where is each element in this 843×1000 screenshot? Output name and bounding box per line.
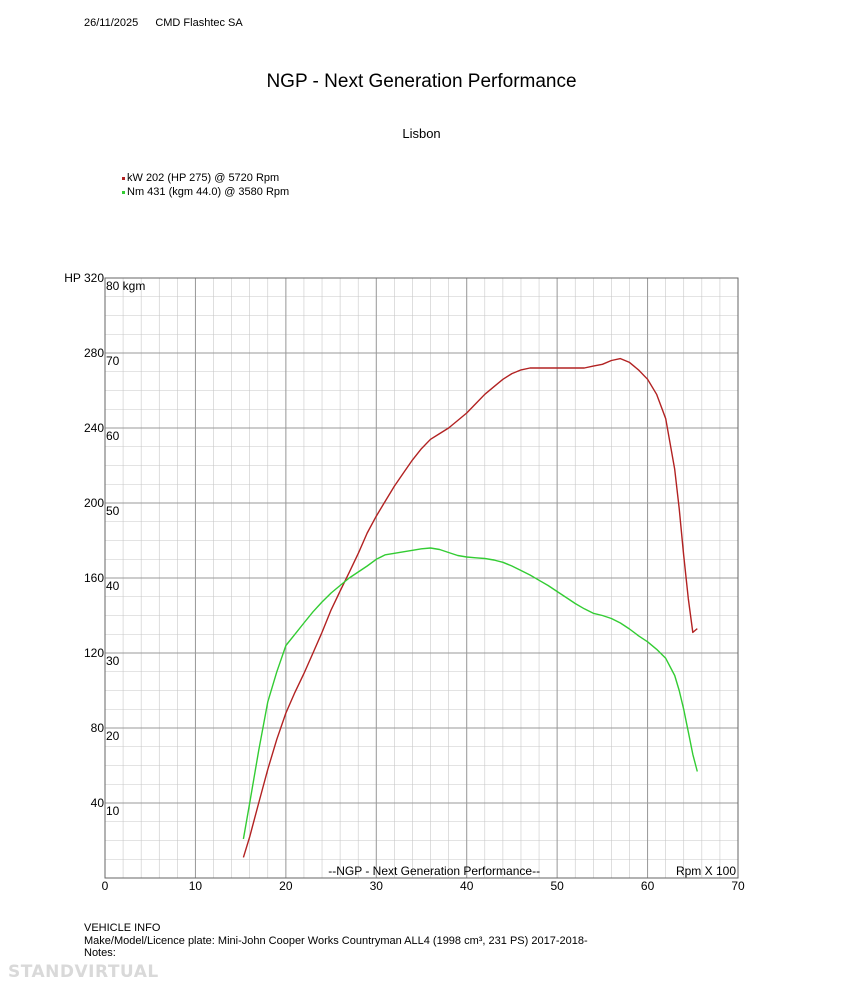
x-tick-label: 10	[189, 879, 203, 893]
report-header: 26/11/2025 CMD Flashtec SA	[84, 17, 257, 29]
y-tick-label-kgm: 60	[106, 429, 120, 443]
company-name: CMD Flashtec SA	[155, 17, 243, 29]
vehicle-info: VEHICLE INFO Make/Model/Licence plate: M…	[84, 922, 588, 960]
power-curve	[242, 357, 698, 858]
site-watermark: STANDVIRTUAL	[8, 962, 159, 982]
y-tick-label-hp: 120	[84, 646, 104, 660]
x-tick-label: 70	[731, 879, 745, 893]
y-tick-label-hp: 80	[91, 721, 105, 735]
y-tick-label-kgm: 80 kgm	[106, 279, 145, 293]
curves	[242, 357, 698, 858]
legend-label-torque: Nm 431 (kgm 44.0) @ 3580 Rpm	[127, 186, 290, 198]
x-tick-label: 30	[370, 879, 384, 893]
y-tick-label-kgm: 20	[106, 729, 120, 743]
legend-marker-power	[122, 176, 125, 180]
legend-marker-torque	[122, 190, 125, 194]
x-tick-label: 60	[641, 879, 655, 893]
y-tick-label-hp: 200	[84, 496, 104, 510]
legend-entry-torque: Nm 431 (kgm 44.0) @ 3580 Rpm	[122, 185, 289, 199]
legend-entry-power: kW 202 (HP 275) @ 5720 Rpm	[122, 171, 289, 185]
report-date: 26/11/2025	[84, 17, 139, 29]
axis-labels: 0 10 20 30 40 50 60 70 40 80 120 160 200 240 280 HP 320…	[64, 271, 745, 893]
x-tick-label: 20	[279, 879, 293, 893]
y-tick-label-hp: 240	[84, 421, 104, 435]
y-tick-label-hp: HP 320	[64, 271, 104, 285]
x-tick-label: 0	[102, 879, 109, 893]
y-tick-label-hp: 160	[84, 571, 104, 585]
chart-watermark: --NGP - Next Generation Performance--	[328, 864, 540, 878]
grid-major	[104, 277, 739, 879]
plot-frame	[104, 277, 739, 879]
legend-label-power: kW 202 (HP 275) @ 5720 Rpm	[127, 172, 280, 184]
y-tick-label-kgm: 50	[106, 504, 120, 518]
chart-subtitle: Lisbon	[402, 126, 441, 141]
y-tick-label-kgm: 70	[106, 354, 120, 368]
chart-title: NGP - Next Generation Performance	[266, 71, 577, 92]
y-tick-label-kgm: 30	[106, 654, 120, 668]
chart-legend: kW 202 (HP 275) @ 5720 Rpm Nm 431 (kgm 4…	[122, 171, 289, 199]
x-axis-label: Rpm X 100	[676, 864, 736, 878]
y-tick-label-hp: 280	[84, 346, 104, 360]
y-tick-label-hp: 40	[91, 796, 105, 810]
torque-curve	[242, 547, 698, 840]
x-tick-label: 50	[550, 879, 564, 893]
y-tick-label-kgm: 10	[106, 804, 120, 818]
x-tick-label: 40	[460, 879, 474, 893]
vehicle-notes: Notes:	[84, 947, 116, 959]
vehicle-make-model: Make/Model/Licence plate: Mini-John Coop…	[84, 934, 588, 947]
y-tick-label-kgm: 40	[106, 579, 120, 593]
vehicle-info-heading: VEHICLE INFO	[84, 922, 161, 934]
